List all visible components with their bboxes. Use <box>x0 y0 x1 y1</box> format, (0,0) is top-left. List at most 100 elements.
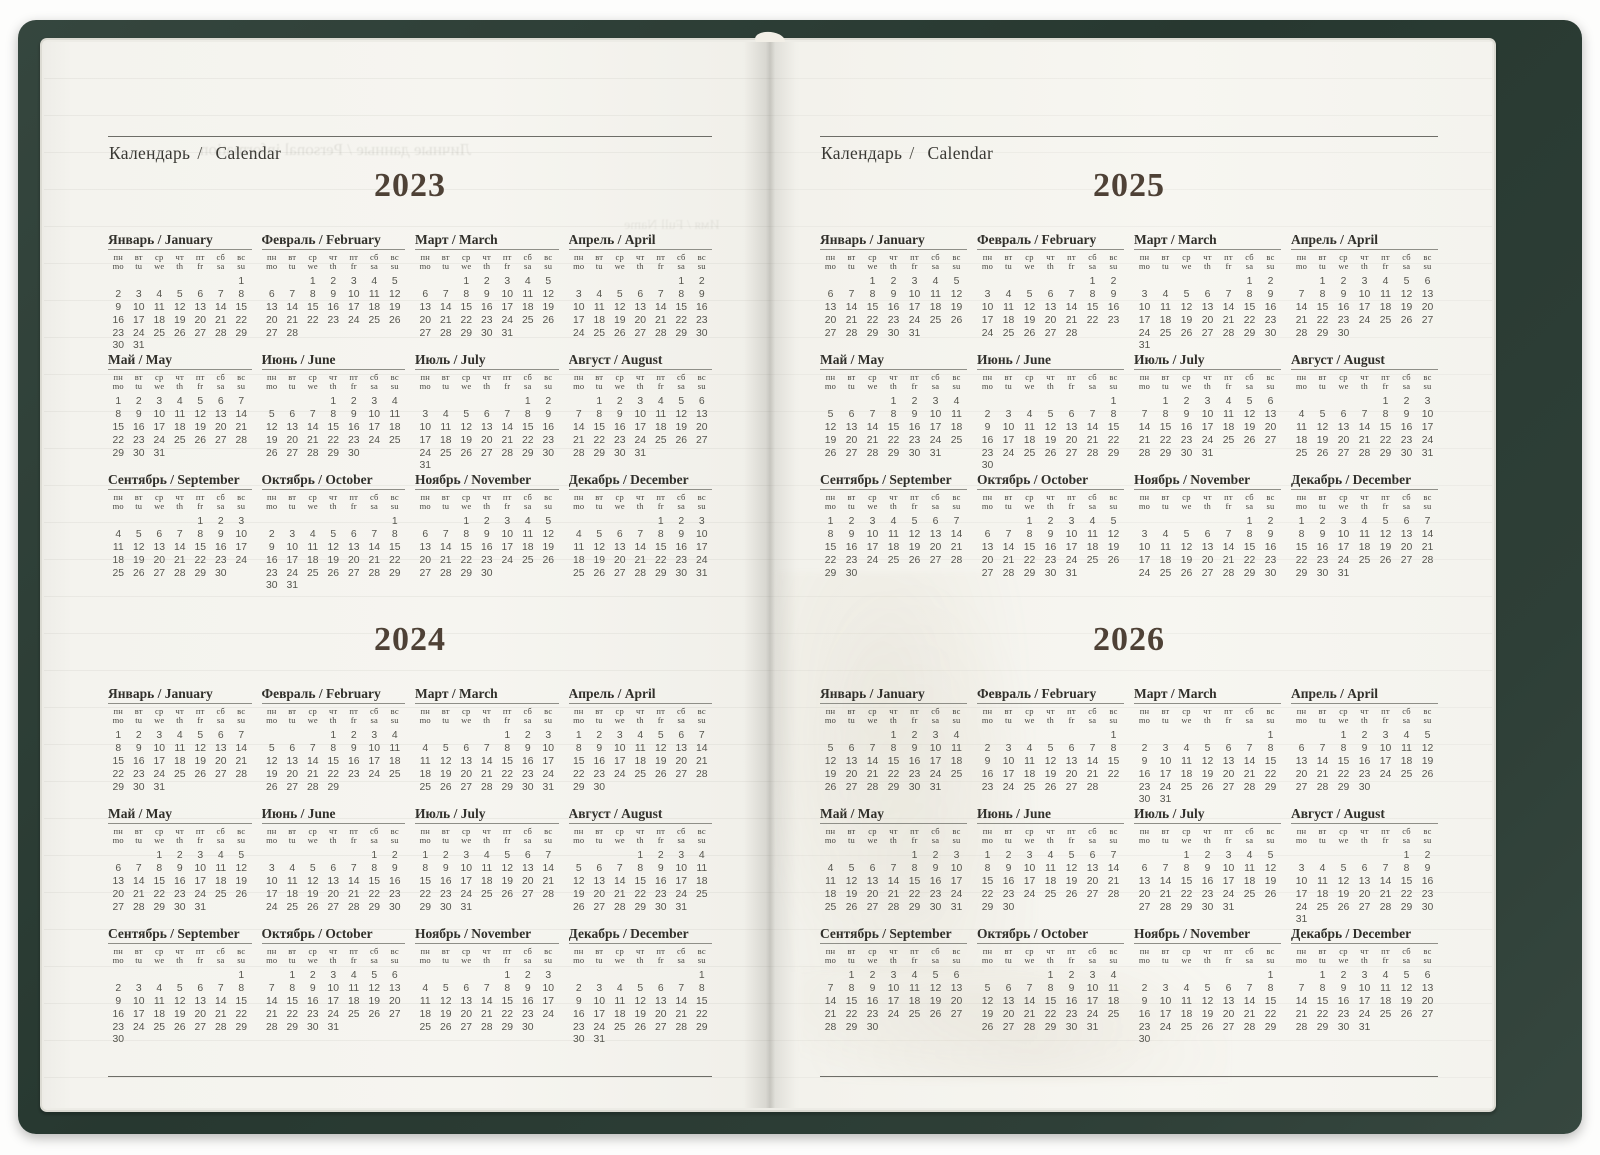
day-cell: 27 <box>1337 447 1350 459</box>
weekday-label: ср we <box>461 826 472 845</box>
weekday-label: вс su <box>1266 252 1275 271</box>
day-cell: 26 <box>845 901 858 913</box>
weekday-label: пт fr <box>656 372 666 391</box>
day-cell: 19 <box>1180 554 1193 566</box>
day-cell: 29 <box>887 447 900 459</box>
day-cell: 27 <box>521 888 534 900</box>
week-row: 16 17 18 19 20 21 22 <box>1134 1009 1281 1022</box>
day-cell: 15 <box>235 301 248 313</box>
day-cell <box>671 782 692 795</box>
header-rule <box>820 136 1438 137</box>
page-title: Календарь / Calendar <box>109 143 281 164</box>
day-cell: 29 <box>368 901 381 913</box>
day-cell: 30 <box>1180 447 1193 459</box>
day-cell: 10 <box>153 408 166 420</box>
day-cell <box>1197 1034 1218 1047</box>
day-cell: 14 <box>950 528 963 540</box>
day-cell: 26 <box>824 781 837 793</box>
day-cell: 12 <box>572 875 585 887</box>
weekday-label: пт fr <box>1067 492 1076 511</box>
weekday-label: чт th <box>1046 252 1055 271</box>
day-cell: 23 <box>1044 554 1057 566</box>
day-cell <box>170 448 191 461</box>
day-cell <box>436 276 457 289</box>
day-cell <box>841 276 862 289</box>
day-cell: 13 <box>419 541 432 553</box>
month-name: Сентябрь / September <box>108 472 252 490</box>
day-cell: 25 <box>1243 888 1256 900</box>
day-cell <box>129 276 150 289</box>
day-cell: 8 <box>330 742 337 754</box>
day-cell: 8 <box>463 528 470 540</box>
day-cell: 7 <box>827 982 834 994</box>
day-cell: 11 <box>1359 528 1370 540</box>
month-days: 1 2 3 4 5 6 7 8 9 10 11 12 13 14 15 16 17 18 19 20 21 22 23 24 2… <box>977 730 1124 794</box>
day-cell: 10 <box>1159 995 1172 1007</box>
day-cell: 13 <box>521 862 534 874</box>
day-cell: 29 <box>1180 901 1193 913</box>
day-cell: 19 <box>613 314 626 326</box>
day-cell <box>820 850 841 863</box>
day-cell: 6 <box>678 730 685 741</box>
day-cell: 3 <box>289 528 296 540</box>
day-cell: 14 <box>214 995 227 1007</box>
day-cell: 22 <box>112 768 125 780</box>
day-cell: 9 <box>330 288 337 300</box>
weekday-label: ср we <box>154 946 165 965</box>
day-cell: 18 <box>1002 314 1015 326</box>
day-cell: 1 <box>596 396 603 407</box>
weekday-header: пн mo вт tu ср we чт th пт fr сб sa вс su <box>108 707 252 724</box>
day-cell: 18 <box>1044 875 1057 887</box>
day-cell: 3 <box>1361 970 1368 981</box>
day-cell: 8 <box>890 742 897 754</box>
day-cell: 5 <box>596 528 603 540</box>
day-cell: 30 <box>1044 567 1057 579</box>
day-cell: 14 <box>845 301 858 313</box>
day-cell: 21 <box>1086 434 1099 446</box>
week-row: 23 24 25 26 27 28 29 <box>1134 1022 1281 1035</box>
weekday-label: ср we <box>307 706 318 725</box>
day-cell: 2 <box>1340 970 1347 981</box>
week-row: 30 <box>108 1034 252 1047</box>
week-row: 9 10 11 12 13 14 15 <box>569 996 713 1009</box>
weekday-label: пт fr <box>1381 492 1390 511</box>
day-cell <box>1082 568 1103 581</box>
day-cell: 8 <box>463 288 470 300</box>
day-cell: 18 <box>1180 768 1193 780</box>
day-cell <box>129 1034 150 1047</box>
day-cell: 19 <box>1421 755 1434 767</box>
day-cell: 7 <box>371 528 378 540</box>
month-name: Август / August <box>1291 806 1438 824</box>
day-cell: 27 <box>1002 1021 1015 1033</box>
day-cell: 3 <box>596 982 603 994</box>
day-cell <box>538 568 559 581</box>
day-cell: 1 <box>1382 396 1389 407</box>
day-cell: 29 <box>1400 901 1413 913</box>
week-row: 22 23 24 25 26 27 28 <box>1291 555 1438 568</box>
day-cell: 23 <box>695 314 708 326</box>
day-cell: 29 <box>1243 567 1256 579</box>
weekday-label: вт tu <box>441 492 450 511</box>
day-cell: 26 <box>194 768 207 780</box>
day-cell: 18 <box>1086 541 1099 553</box>
day-cell: 23 <box>1337 314 1350 326</box>
day-cell: 26 <box>265 781 278 793</box>
day-cell: 11 <box>1003 301 1014 313</box>
day-cell: 4 <box>911 970 918 981</box>
day-cell: 25 <box>950 768 963 780</box>
weekday-label: пт fr <box>195 492 205 511</box>
weekday-label: ср we <box>154 826 165 845</box>
day-cell <box>108 850 129 863</box>
day-cell: 1 <box>827 516 834 527</box>
day-cell <box>1312 396 1333 409</box>
day-cell: 18 <box>388 421 401 433</box>
day-cell <box>282 850 303 863</box>
day-cell <box>1103 328 1124 341</box>
day-cell: 29 <box>1316 327 1329 339</box>
day-cell: 17 <box>1159 768 1172 780</box>
day-cell: 27 <box>153 567 166 579</box>
week-row: 4 5 6 7 8 9 10 <box>108 529 252 542</box>
day-cell: 6 <box>1403 516 1410 527</box>
week-row: 26 27 28 29 30 31 <box>977 1022 1124 1035</box>
day-cell: 21 <box>1138 434 1151 446</box>
